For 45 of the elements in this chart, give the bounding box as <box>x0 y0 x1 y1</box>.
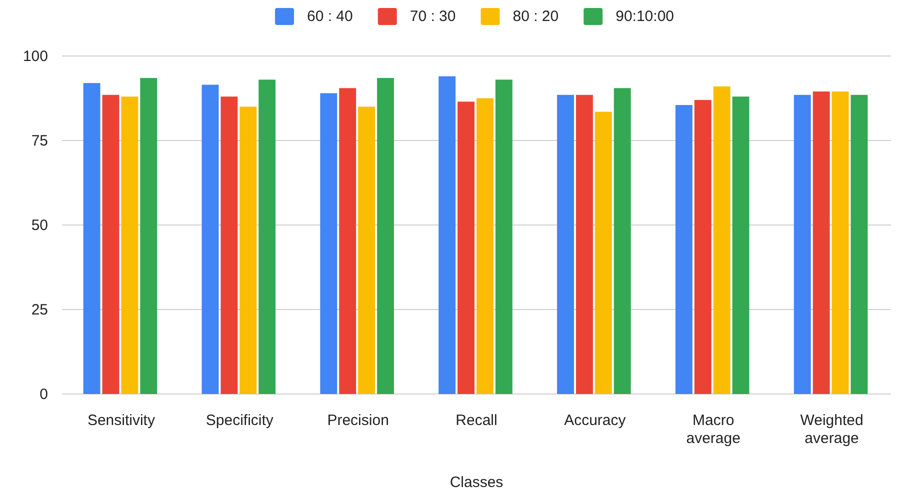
legend-label: 70 : 30 <box>410 8 456 25</box>
bar <box>140 78 158 394</box>
bar <box>202 84 219 394</box>
bar <box>258 80 276 394</box>
bar <box>594 112 612 394</box>
legend-label: 90:10:00 <box>616 8 674 25</box>
bar <box>102 94 120 394</box>
bar <box>240 106 257 394</box>
y-tick-label: 75 <box>31 132 48 150</box>
x-tick-label: Precision <box>327 412 389 429</box>
bar <box>377 78 394 394</box>
x-tick-label: Accuracy <box>564 412 626 429</box>
x-tick-label: Specificity <box>206 412 274 429</box>
bar <box>576 94 593 394</box>
y-tick-label: 50 <box>31 216 48 234</box>
bar <box>476 98 494 394</box>
bar <box>557 94 574 394</box>
bar <box>121 96 138 394</box>
bar <box>812 91 830 394</box>
bar <box>83 83 100 394</box>
x-tick-label: Recall <box>456 412 498 429</box>
bar <box>832 91 849 394</box>
bar <box>614 88 631 394</box>
bar <box>358 106 376 394</box>
bar <box>694 100 712 394</box>
y-tick-label: 100 <box>22 48 48 65</box>
bar <box>458 102 474 394</box>
legend-label: 60 : 40 <box>306 8 353 25</box>
bar <box>438 76 456 394</box>
bar <box>794 94 811 394</box>
bar <box>850 94 868 394</box>
bar <box>495 80 512 394</box>
bar <box>713 86 730 394</box>
bar <box>339 88 356 394</box>
bar <box>732 96 750 394</box>
legend-label: 80 : 20 <box>512 8 559 25</box>
x-tick-label: Macro average <box>686 412 740 447</box>
bar <box>320 93 338 394</box>
y-tick-label: 0 <box>40 386 48 403</box>
x-tick-label: Weighted average <box>800 412 864 447</box>
bar <box>675 105 692 394</box>
y-tick-label: 25 <box>31 301 48 318</box>
x-axis-title: Classes <box>450 474 504 491</box>
x-tick-label: Sensitivity <box>87 412 156 429</box>
bar <box>220 96 238 394</box>
